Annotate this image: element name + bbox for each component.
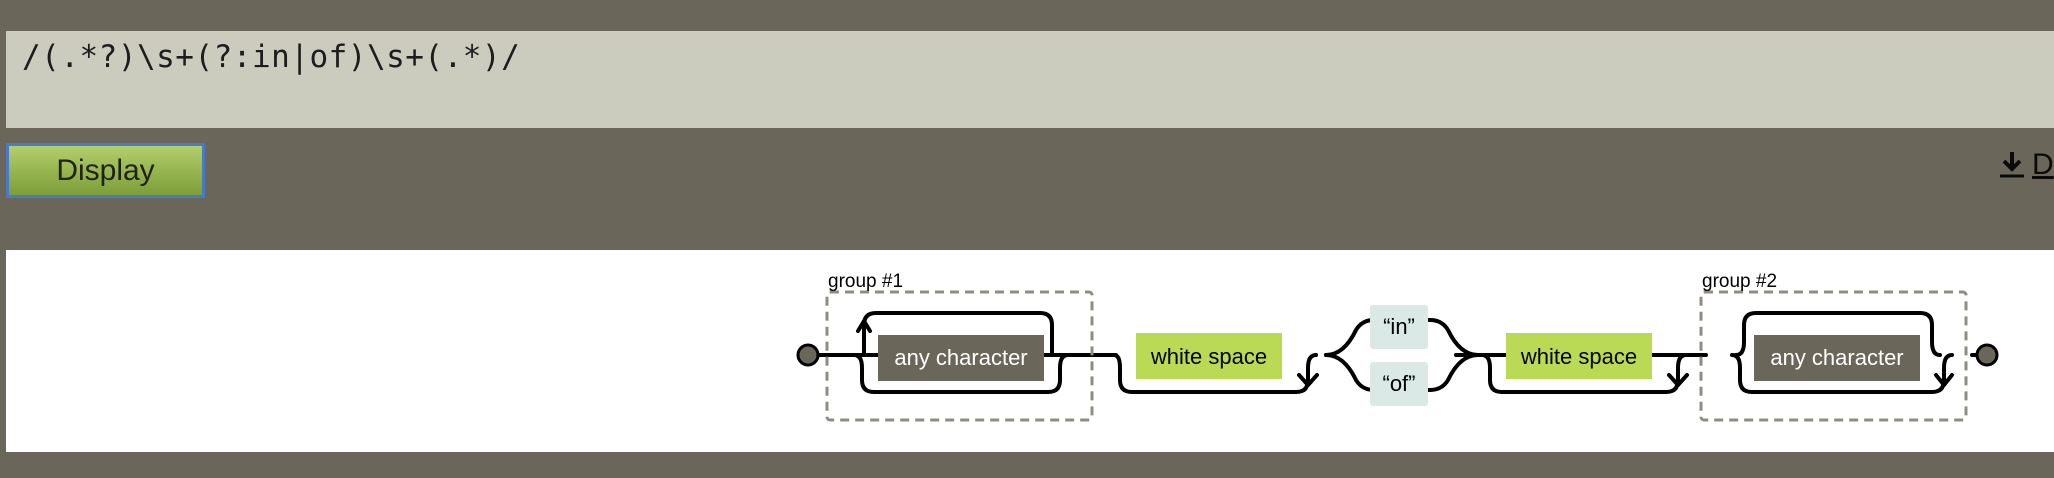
railroad-diagram: .rail { stroke: #000; stroke-width: 4; f…	[796, 271, 1999, 422]
download-icon	[2000, 152, 2024, 178]
literal-in-label: “in”	[1383, 314, 1415, 339]
white-space-2-arrow	[1667, 373, 1689, 387]
regex-input[interactable]: /(.*?)\s+(?:in|of)\s+(.*)/	[6, 31, 2054, 128]
display-button[interactable]: Display	[6, 143, 205, 198]
group-2-loop-top	[1734, 311, 1942, 357]
group-1-arrow	[856, 319, 872, 333]
white-space-label-2: white space	[1520, 344, 1637, 369]
group-1-label: group #1	[828, 271, 903, 292]
any-character-box-1	[878, 335, 1044, 381]
any-character-label-1: any character	[894, 345, 1027, 370]
start-node	[796, 343, 820, 367]
literal-of-label: “of”	[1383, 371, 1416, 396]
bottom-strip	[0, 452, 2054, 478]
regex-text[interactable]: /(.*?)\s+(?:in|of)\s+(.*)/	[22, 39, 521, 75]
literal-of-box	[1370, 362, 1428, 406]
white-space-2-skip	[1480, 353, 1688, 394]
alternation-split-lower	[1324, 353, 1381, 392]
top-strip	[0, 0, 2054, 31]
literal-in-box	[1370, 305, 1428, 349]
download-link[interactable]: D	[1998, 148, 2054, 182]
railroad-diagram-canvas: .rail { stroke: #000; stroke-width: 4; f…	[6, 250, 2054, 452]
white-space-box-2	[1506, 333, 1652, 379]
group-2-arrow	[1934, 373, 1954, 387]
group-2-label: group #2	[1702, 271, 1777, 292]
white-space-1-skip	[1112, 353, 1318, 394]
any-character-label-2: any character	[1770, 345, 1903, 370]
alternation-split	[1324, 318, 1381, 357]
white-space-box-1	[1136, 333, 1282, 379]
group-1-skip	[852, 353, 1070, 394]
end-node	[1975, 343, 1999, 367]
white-space-label-1: white space	[1150, 344, 1267, 369]
download-label[interactable]: D	[2032, 148, 2054, 181]
alternation-join	[1423, 318, 1480, 357]
any-character-box-2	[1754, 335, 1920, 381]
group-2-skip	[1730, 353, 1954, 394]
alternation-join-lower	[1423, 353, 1480, 392]
white-space-1-arrow	[1297, 373, 1319, 387]
